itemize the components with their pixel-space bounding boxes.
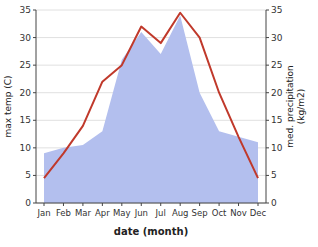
y-tick-label: 35 bbox=[20, 5, 31, 15]
x-tick-label: Oct bbox=[212, 208, 227, 218]
y2-axis-line bbox=[266, 10, 267, 203]
x-tick-label: Feb bbox=[56, 208, 71, 218]
y2-tick bbox=[266, 10, 269, 11]
y-tick bbox=[33, 65, 36, 66]
y2-axis-label: med. precipitation(kg/m2) bbox=[285, 65, 306, 147]
x-tick bbox=[82, 203, 83, 206]
y-axis-line bbox=[36, 10, 37, 203]
grid bbox=[36, 10, 266, 203]
y2-tick-label: 5 bbox=[271, 170, 277, 180]
x-tick bbox=[141, 203, 142, 206]
y-tick bbox=[33, 203, 36, 204]
y2-tick bbox=[266, 203, 269, 204]
x-tick bbox=[44, 203, 45, 206]
x-tick-label: Apr bbox=[95, 208, 110, 218]
y-tick bbox=[33, 175, 36, 176]
x-tick bbox=[63, 203, 64, 206]
y2-tick-label: 15 bbox=[271, 115, 282, 125]
x-tick-label: Mar bbox=[75, 208, 92, 218]
y-tick-label: 20 bbox=[20, 88, 32, 98]
x-tick-label: Jul bbox=[155, 208, 166, 218]
x-axis-line bbox=[36, 203, 266, 204]
x-tick-label: Dec bbox=[250, 208, 267, 218]
y2-tick-label: 25 bbox=[271, 60, 282, 70]
y2-tick-label: 30 bbox=[271, 33, 283, 43]
axes: 0 5 10 15 20 25 30 35 0 5 10 15 20 25 30 35 Jan Feb MarApr… bbox=[20, 5, 283, 218]
x-tick-label: Sep bbox=[192, 208, 208, 218]
y-tick-label: 25 bbox=[20, 60, 31, 70]
x-tick bbox=[199, 203, 200, 206]
y2-tick-label: 35 bbox=[271, 5, 282, 15]
x-tick bbox=[160, 203, 161, 206]
x-tick-label: Nov bbox=[230, 208, 247, 218]
x-tick bbox=[180, 203, 181, 206]
y2-axis-label-line: med. precipitation bbox=[285, 65, 295, 147]
y-tick bbox=[33, 120, 36, 121]
y-tick bbox=[33, 147, 36, 148]
y2-tick bbox=[266, 147, 269, 148]
y2-tick bbox=[266, 175, 269, 176]
y-tick-label: 5 bbox=[25, 170, 31, 180]
y2-tick bbox=[266, 120, 269, 121]
x-tick bbox=[219, 203, 220, 206]
y-tick bbox=[33, 37, 36, 38]
x-tick bbox=[238, 203, 239, 206]
grid-line bbox=[36, 37, 266, 38]
y-tick-label: 30 bbox=[20, 33, 32, 43]
x-tick-label: Aug bbox=[172, 208, 189, 218]
x-tick bbox=[102, 203, 103, 206]
x-tick bbox=[121, 203, 122, 206]
x-tick-label: Jan bbox=[36, 208, 50, 218]
y-tick bbox=[33, 92, 36, 93]
y2-tick-label: 0 bbox=[271, 198, 277, 208]
x-tick-label: Jun bbox=[134, 208, 148, 218]
grid-line bbox=[36, 203, 266, 204]
y2-tick-label: 20 bbox=[271, 88, 283, 98]
y2-tick-label: 10 bbox=[271, 143, 283, 153]
y2-axis-label-line: (kg/m2) bbox=[296, 89, 306, 124]
y-axis-label: max temp (C) bbox=[3, 75, 13, 137]
x-tick-label: May bbox=[113, 208, 131, 218]
grid-line bbox=[36, 10, 266, 11]
x-tick bbox=[258, 203, 259, 206]
x-axis-label: date (month) bbox=[114, 226, 188, 237]
y-tick-label: 0 bbox=[25, 198, 31, 208]
plot-area bbox=[44, 13, 258, 203]
y-tick-label: 15 bbox=[20, 115, 31, 125]
y-tick-label: 10 bbox=[20, 143, 32, 153]
chart: 0 5 10 15 20 25 30 35 0 5 10 15 20 25 30 35 Jan Feb MarApr… bbox=[0, 0, 318, 247]
temperature-line bbox=[44, 13, 258, 178]
y-tick bbox=[33, 10, 36, 11]
y2-tick bbox=[266, 92, 269, 93]
y2-tick bbox=[266, 65, 269, 66]
y2-tick bbox=[266, 37, 269, 38]
